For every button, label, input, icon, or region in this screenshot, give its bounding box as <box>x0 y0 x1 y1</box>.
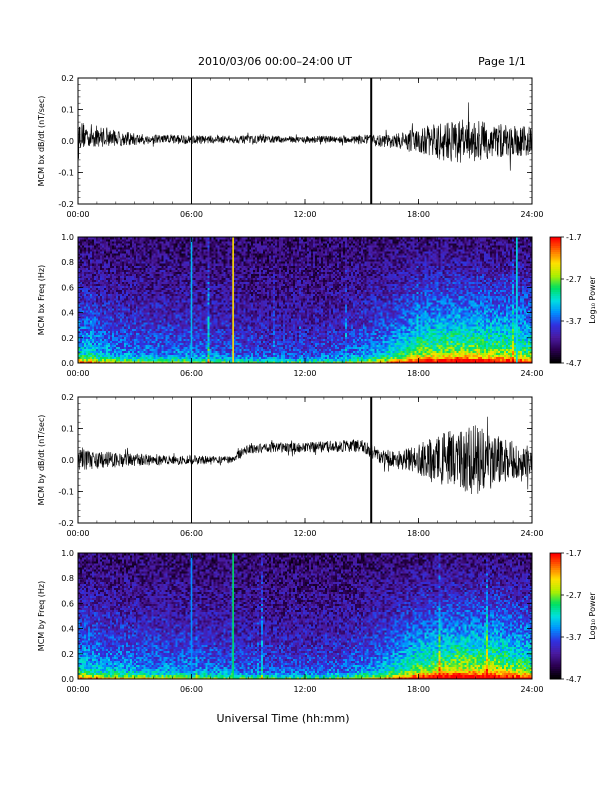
y-tick-label: -0.2 <box>58 200 74 209</box>
y-tick-label: 0.6 <box>61 599 74 608</box>
spectrogram-cells <box>78 553 532 679</box>
colorbar-label: Log₁₀ Power <box>588 592 597 640</box>
panel-by-freq: -1.7 -2.7 -3.7 -4.7 Log₁₀ Power 0.0 0.2 0.4 0.6 0… <box>37 549 597 694</box>
y-tick-label: 0.1 <box>61 425 74 434</box>
x-tick-label: 18:00 <box>407 210 430 219</box>
spectrogram-cells <box>78 237 532 363</box>
y-tick-label: 0.4 <box>61 309 74 318</box>
x-tick-label: 18:00 <box>407 369 430 378</box>
series-trace <box>78 417 532 494</box>
x-tick-label: 06:00 <box>180 210 203 219</box>
colorbar: -1.7 -2.7 -3.7 -4.7 Log₁₀ Power <box>550 233 597 368</box>
page-indicator: Page 1/1 <box>478 55 526 68</box>
y-tick-label: 0.0 <box>61 359 74 368</box>
y-tick-label: 0.2 <box>61 393 74 402</box>
colorbar: -1.7 -2.7 -3.7 -4.7 Log₁₀ Power <box>550 549 597 684</box>
y-tick-label: 0.0 <box>61 675 74 684</box>
x-tick-label: 24:00 <box>520 685 543 694</box>
colorbar-tick-label: -1.7 <box>566 233 582 242</box>
y-tick-label: 0.2 <box>61 650 74 659</box>
y-tick-label: 0.8 <box>61 574 74 583</box>
x-tick-label: 06:00 <box>180 685 203 694</box>
x-tick-label: 24:00 <box>520 369 543 378</box>
y-axis-label: MCM bx dB/dt (nT/sec) <box>37 96 46 187</box>
y-tick-label: 0.8 <box>61 258 74 267</box>
x-tick-label: 12:00 <box>293 369 316 378</box>
x-tick-label: 00:00 <box>66 210 89 219</box>
y-tick-label: 0.2 <box>61 74 74 83</box>
y-axis-label: MCM bx Freq (Hz) <box>37 265 46 335</box>
figure-title: 2010/03/06 00:00–24:00 UT <box>198 55 352 68</box>
x-tick-label: 00:00 <box>66 685 89 694</box>
series-trace <box>78 102 532 170</box>
panel-bx-dbdt: -0.2 -0.1 0.0 0.1 0.2 00:00 06:00 12:00 18:00 24:… <box>37 74 544 219</box>
colorbar-tick-label: -3.7 <box>566 633 582 642</box>
panel-stack: -0.2 -0.1 0.0 0.1 0.2 00:00 06:00 12:00 18:00 24:… <box>37 74 597 694</box>
colorbar-tick-label: -1.7 <box>566 549 582 558</box>
colorbar-tick-label: -4.7 <box>566 359 582 368</box>
x-tick-label: 18:00 <box>407 685 430 694</box>
y-axis-label: MCM by Freq (Hz) <box>37 581 46 651</box>
x-tick-label: 24:00 <box>520 210 543 219</box>
y-tick-label: -0.1 <box>58 169 74 178</box>
y-tick-label: 0.0 <box>61 137 74 146</box>
colorbar-tick-label: -3.7 <box>566 317 582 326</box>
colorbar-label: Log₁₀ Power <box>588 276 597 324</box>
y-tick-label: 0.4 <box>61 625 74 634</box>
y-tick-label: 1.0 <box>61 549 74 558</box>
colorbar-tick-label: -2.7 <box>566 591 582 600</box>
x-tick-label: 06:00 <box>180 529 203 538</box>
y-tick-label: 1.0 <box>61 233 74 242</box>
y-axis-label: MCM by dB/dt (nT/sec) <box>37 415 46 506</box>
colorbar-tick-label: -2.7 <box>566 275 582 284</box>
y-tick-label: 0.6 <box>61 283 74 292</box>
colorbar-tick-label: -4.7 <box>566 675 582 684</box>
x-tick-label: 00:00 <box>66 529 89 538</box>
y-tick-label: 0.2 <box>61 334 74 343</box>
panel-by-dbdt: -0.2 -0.1 0.0 0.1 0.2 00:00 06:00 12:00 18:00 24:… <box>37 393 544 538</box>
x-tick-label: 00:00 <box>66 369 89 378</box>
y-tick-label: -0.1 <box>58 488 74 497</box>
y-tick-label: -0.2 <box>58 519 74 528</box>
y-tick-label: 0.1 <box>61 106 74 115</box>
x-tick-label: 12:00 <box>293 529 316 538</box>
x-tick-label: 12:00 <box>293 210 316 219</box>
y-tick-label: 0.0 <box>61 456 74 465</box>
x-axis-title: Universal Time (hh:mm) <box>217 712 350 725</box>
x-tick-label: 06:00 <box>180 369 203 378</box>
x-tick-label: 18:00 <box>407 529 430 538</box>
panel-bx-freq: -1.7 -2.7 -3.7 -4.7 Log₁₀ Power 0.0 0.2 0.4 0.6 0… <box>37 233 597 378</box>
x-tick-label: 12:00 <box>293 685 316 694</box>
x-tick-label: 24:00 <box>520 529 543 538</box>
